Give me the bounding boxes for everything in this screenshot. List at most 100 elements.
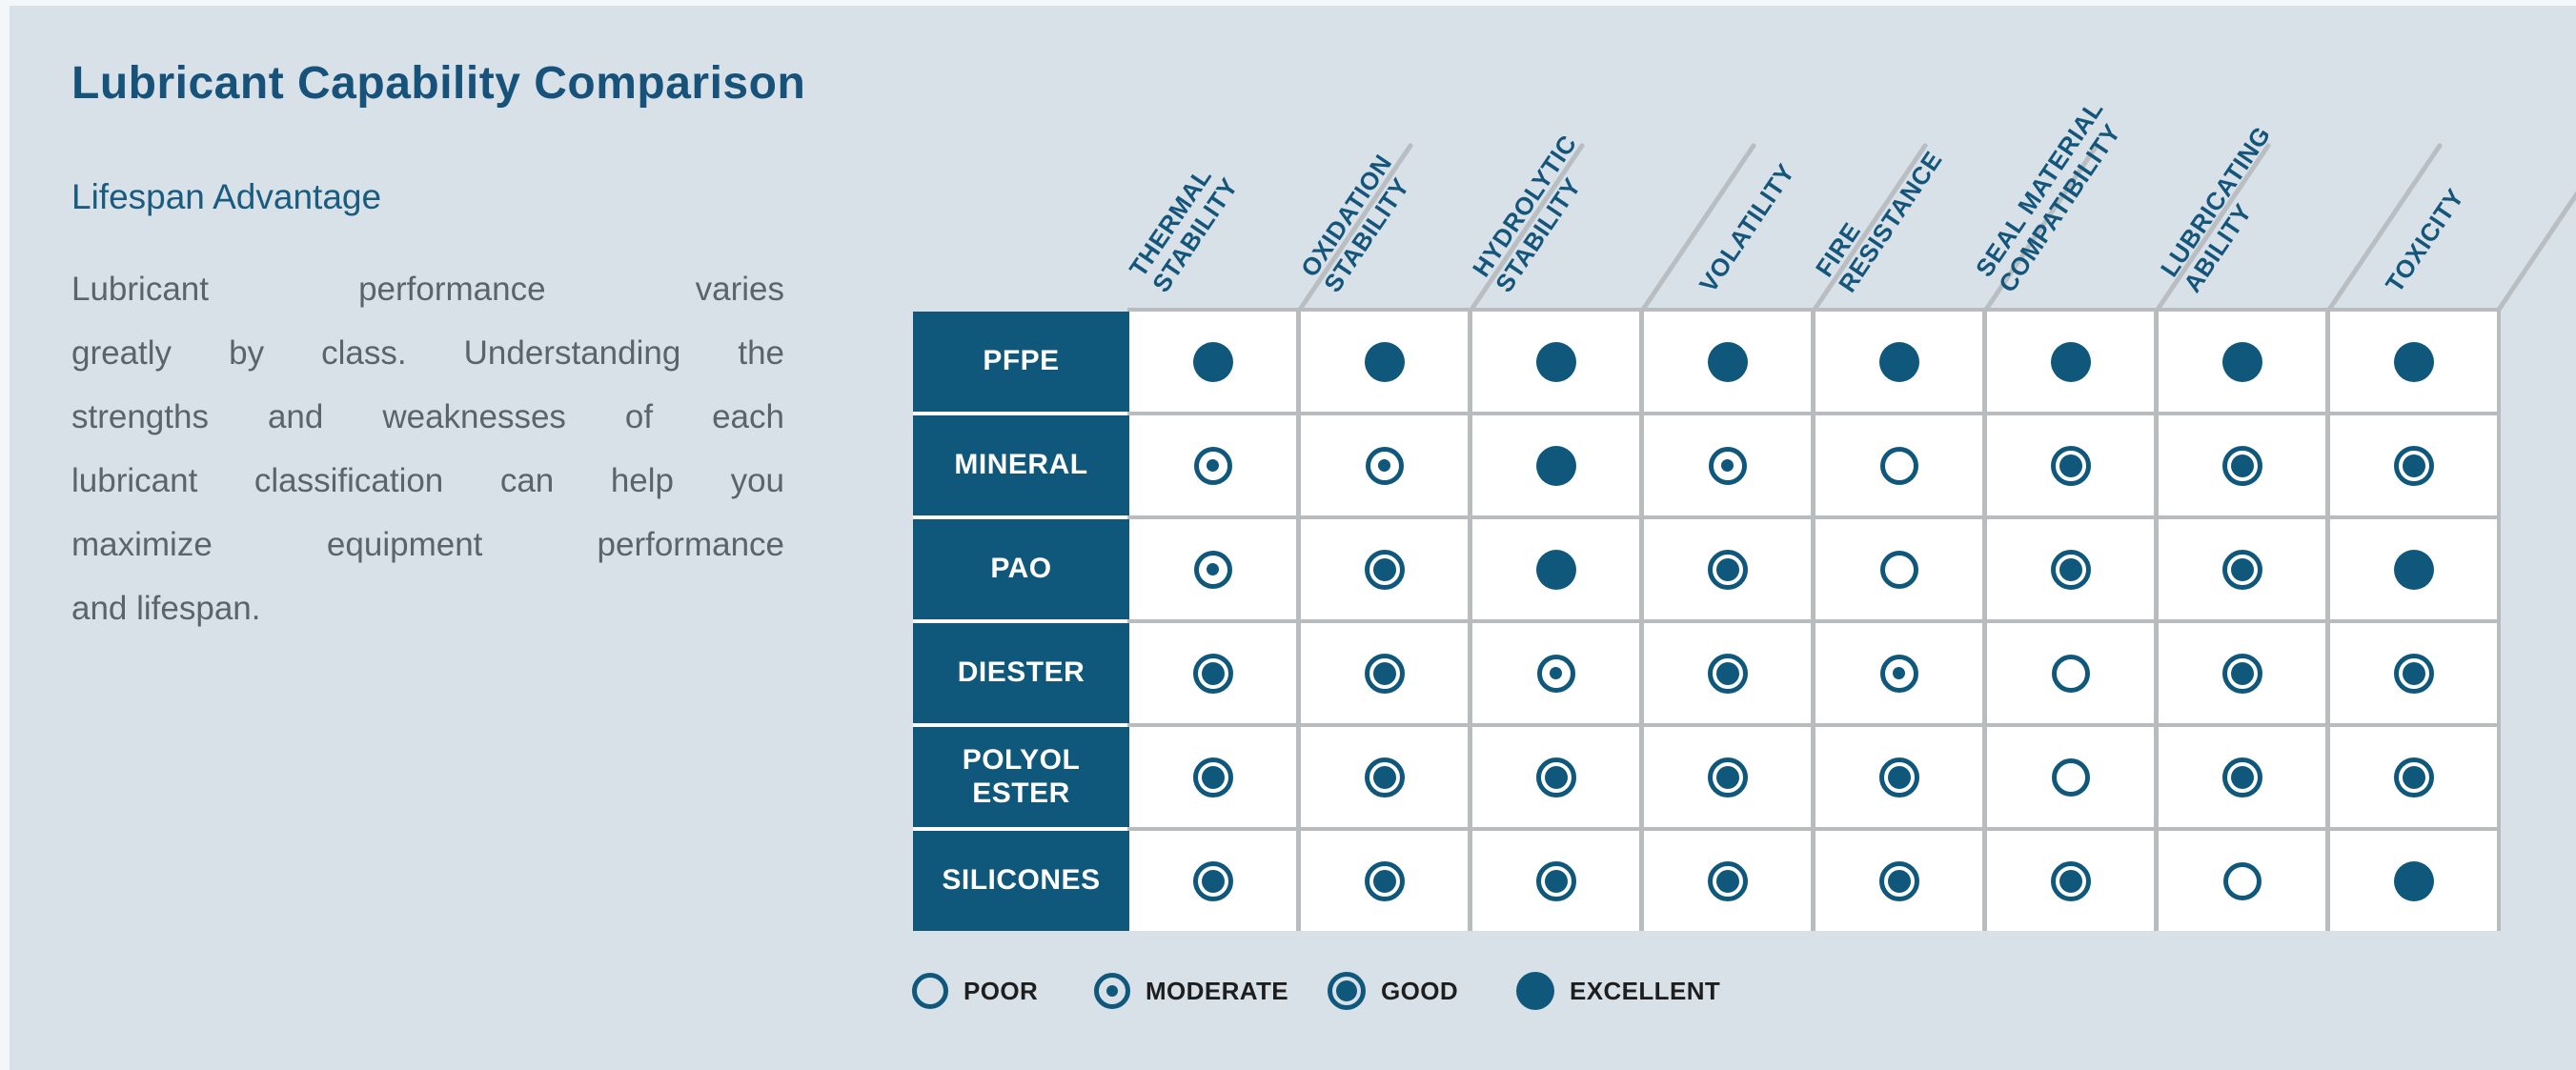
rating-cell-diester-col2	[1472, 623, 1639, 723]
legend-moderate-icon	[1094, 973, 1130, 1009]
rating-excellent-icon	[2393, 549, 2434, 590]
rating-good-icon	[1878, 757, 1919, 797]
rating-excellent-icon	[1535, 549, 1576, 590]
grid-lines-backdrop	[1127, 308, 2501, 931]
legend-poor-icon	[912, 973, 948, 1009]
rating-cell-pao-col6	[2159, 519, 2325, 619]
rating-good-icon	[2221, 757, 2262, 797]
rating-cell-diester-col0	[1129, 623, 1296, 723]
rating-good-icon	[1192, 860, 1233, 901]
rating-cell-silicones-col4	[1815, 831, 1982, 931]
section-subtitle: Lifespan Advantage	[71, 177, 382, 216]
rating-cell-polyol-ester-col3	[1644, 727, 1811, 827]
rating-poor-icon	[1879, 550, 1918, 589]
rating-cell-polyol-ester-col5	[1987, 727, 2154, 827]
rating-cell-pfpe-col2	[1472, 312, 1639, 412]
rating-excellent-icon	[1707, 341, 1748, 382]
rating-cell-pao-col2	[1472, 519, 1639, 619]
rating-cell-polyol-ester-col0	[1129, 727, 1296, 827]
rating-cell-silicones-col7	[2330, 831, 2497, 931]
rating-poor-icon	[2222, 861, 2262, 900]
rating-cell-diester-col4	[1815, 623, 1982, 723]
rating-good-icon	[1878, 860, 1919, 901]
rating-excellent-icon	[1364, 341, 1405, 382]
rating-cell-mineral-col3	[1644, 415, 1811, 515]
rating-cell-silicones-col5	[1987, 831, 2154, 931]
rating-poor-icon	[2051, 654, 2090, 693]
rating-excellent-icon	[2221, 341, 2262, 382]
rating-good-icon	[1364, 549, 1405, 590]
rating-excellent-icon	[1535, 341, 1576, 382]
rating-good-icon	[1707, 860, 1748, 901]
legend-item-good: GOOD	[1328, 970, 1458, 1012]
rating-cell-silicones-col1	[1301, 831, 1468, 931]
rating-cell-mineral-col1	[1301, 415, 1468, 515]
rating-cell-polyol-ester-col7	[2330, 727, 2497, 827]
rating-cell-pfpe-col6	[2159, 312, 2325, 412]
legend-excellent-icon	[1516, 972, 1554, 1010]
rating-cell-pfpe-col7	[2330, 312, 2497, 412]
rating-poor-icon	[1879, 446, 1918, 485]
rating-excellent-icon	[2393, 341, 2434, 382]
rating-good-icon	[1192, 757, 1233, 797]
rating-cell-polyol-ester-col1	[1301, 727, 1468, 827]
rating-cell-pao-col4	[1815, 519, 1982, 619]
rating-moderate-icon	[1708, 446, 1747, 485]
rating-moderate-icon	[1365, 446, 1404, 485]
rating-excellent-icon	[2050, 341, 2091, 382]
legend-item-moderate: MODERATE	[1094, 970, 1288, 1012]
rating-cell-polyol-ester-col2	[1472, 727, 1639, 827]
row-label-diester: DIESTER	[913, 623, 1129, 723]
rating-cell-polyol-ester-col6	[2159, 727, 2325, 827]
rating-cell-mineral-col7	[2330, 415, 2497, 515]
rating-good-icon	[2393, 445, 2434, 486]
rating-cell-mineral-col6	[2159, 415, 2325, 515]
row-label-column: PFPE MINERAL PAO DIESTER POLYOL ESTER SI…	[913, 312, 1129, 931]
rating-grid	[1129, 312, 2497, 931]
rating-cell-diester-col6	[2159, 623, 2325, 723]
rating-good-icon	[2050, 549, 2091, 590]
rating-cell-diester-col1	[1301, 623, 1468, 723]
page-edge-top	[0, 0, 2576, 6]
rating-cell-pao-col0	[1129, 519, 1296, 619]
legend-moderate-label: MODERATE	[1146, 976, 1289, 1005]
rating-good-icon	[1364, 860, 1405, 901]
rating-excellent-icon	[1878, 341, 1919, 382]
legend-item-poor: POOR	[912, 970, 1038, 1012]
diagonal-separator	[2493, 142, 2576, 316]
legend-good-icon	[1328, 972, 1366, 1010]
body-paragraph-last-line: and lifespan.	[71, 590, 261, 627]
rating-good-icon	[2221, 549, 2262, 590]
rating-cell-polyol-ester-col4	[1815, 727, 1982, 827]
rating-cell-diester-col3	[1644, 623, 1811, 723]
rating-good-icon	[1707, 757, 1748, 797]
rating-good-icon	[2050, 445, 2091, 486]
rating-good-icon	[1192, 653, 1233, 694]
row-label-pao: PAO	[913, 519, 1129, 619]
rating-cell-silicones-col2	[1472, 831, 1639, 931]
rating-moderate-icon	[1193, 446, 1232, 485]
legend-poor-label: POOR	[963, 976, 1039, 1005]
rating-cell-silicones-col3	[1644, 831, 1811, 931]
rating-good-icon	[2050, 860, 2091, 901]
rating-cell-pfpe-col1	[1301, 312, 1468, 412]
rating-cell-mineral-col4	[1815, 415, 1982, 515]
legend-good-label: GOOD	[1381, 976, 1459, 1005]
rating-cell-pfpe-col0	[1129, 312, 1296, 412]
legend-item-excellent: EXCELLENT	[1516, 970, 1720, 1012]
rating-good-icon	[2221, 653, 2262, 694]
rating-moderate-icon	[1193, 550, 1232, 589]
rating-cell-pao-col3	[1644, 519, 1811, 619]
rating-cell-silicones-col6	[2159, 831, 2325, 931]
rating-moderate-icon	[1536, 654, 1575, 693]
rating-cell-mineral-col5	[1987, 415, 2154, 515]
rating-good-icon	[1364, 757, 1405, 797]
row-label-polyol-ester: POLYOL ESTER	[913, 727, 1129, 827]
rating-cell-pfpe-col3	[1644, 312, 1811, 412]
rating-excellent-icon	[1192, 341, 1233, 382]
rating-cell-diester-col5	[1987, 623, 2154, 723]
row-label-mineral: MINERAL	[913, 415, 1129, 515]
rating-cell-silicones-col0	[1129, 831, 1296, 931]
rating-good-icon	[2221, 445, 2262, 486]
